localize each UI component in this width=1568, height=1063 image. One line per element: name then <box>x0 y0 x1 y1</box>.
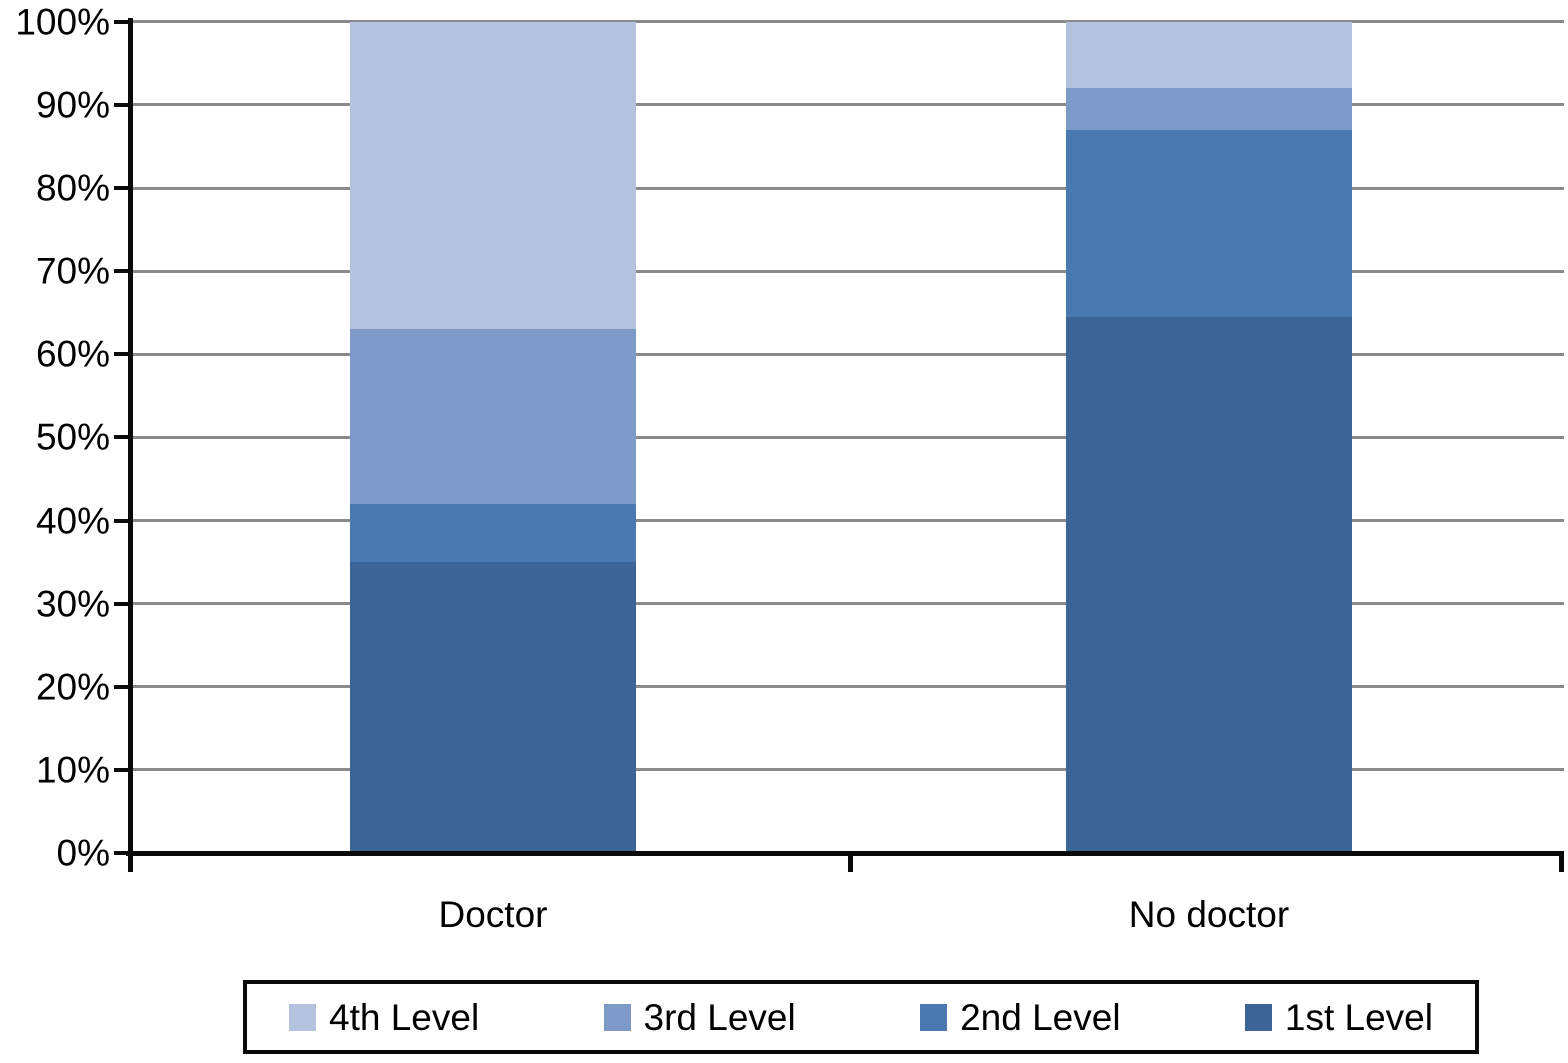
x-axis-category-label-doctor: Doctor <box>438 894 548 935</box>
bar-segment-4th-level-doctor <box>350 21 636 330</box>
plot-area: 0% 10% 20% 30% 40% 50% 60% 70% 80% 90% 100% Doctor N… <box>15 1 1564 935</box>
gridline-20% <box>133 685 1564 689</box>
y-axis-tick-label-100%: 100% <box>15 1 110 43</box>
legend-swatch-2nd-level-icon <box>920 1003 948 1031</box>
legend-label-4th-level: 4th Level <box>329 996 480 1038</box>
gridline-70% <box>133 269 1564 273</box>
y-axis-tick-label-80%: 80% <box>35 167 110 209</box>
x-axis-tick-right <box>1559 853 1564 872</box>
legend-item-3rd-level: 3rd Level <box>603 996 796 1038</box>
gridline-50% <box>133 435 1564 439</box>
y-axis-tick-label-60%: 60% <box>35 333 110 375</box>
y-axis-tick-label-0%: 0% <box>56 832 110 874</box>
bar-segment-3rd-level-doctor <box>350 329 636 504</box>
legend-label-1st-level: 1st Level <box>1284 996 1433 1038</box>
y-axis-tick-label-10%: 10% <box>35 749 110 791</box>
gridline-80% <box>133 186 1564 190</box>
gridline-100% <box>133 20 1564 24</box>
bar-segment-1st-level-no-doctor <box>1066 316 1352 853</box>
y-axis-tick-label-40%: 40% <box>35 500 110 542</box>
y-axis-tick-100% <box>114 19 133 24</box>
x-axis-line <box>126 851 1564 856</box>
y-axis-tick-80% <box>114 186 133 191</box>
y-axis-tick-90% <box>114 102 133 107</box>
bar-segment-4th-level-no-doctor <box>1066 21 1352 89</box>
legend-swatch-4th-level-icon <box>289 1003 316 1031</box>
legend-item-1st-level: 1st Level <box>1244 996 1433 1038</box>
x-axis-tick-middle <box>848 853 853 872</box>
y-axis-tick-label-50%: 50% <box>35 416 110 458</box>
legend-label-2nd-level: 2nd Level <box>960 996 1121 1038</box>
legend-swatch-3rd-level-icon <box>603 1003 631 1031</box>
y-axis-tick-50% <box>114 435 133 440</box>
y-axis-tick-20% <box>114 684 133 689</box>
gridline-30% <box>133 602 1564 606</box>
bar-segment-2nd-level-doctor <box>350 503 636 563</box>
y-axis-tick-60% <box>114 352 133 357</box>
gridline-40% <box>133 519 1564 523</box>
y-axis-line <box>128 18 133 872</box>
y-axis-tick-0% <box>114 851 133 855</box>
gridline-10% <box>133 768 1564 772</box>
bar-segment-1st-level-doctor <box>350 562 636 853</box>
bar-segment-2nd-level-no-doctor <box>1066 129 1352 317</box>
y-axis-tick-40% <box>114 518 133 523</box>
legend-item-4th-level: 4th Level <box>289 999 479 1036</box>
legend-item-2nd-level: 2nd Level <box>920 996 1121 1038</box>
legend-label-3rd-level: 3rd Level <box>643 996 796 1038</box>
x-axis-category-label-no-doctor: No doctor <box>1128 894 1290 935</box>
y-axis-tick-label-70%: 70% <box>35 250 110 292</box>
bar-segment-3rd-level-no-doctor <box>1066 88 1352 130</box>
y-axis-tick-70% <box>114 269 133 274</box>
y-axis-tick-label-20%: 20% <box>35 666 110 708</box>
gridline-60% <box>133 352 1564 356</box>
y-axis-tick-30% <box>114 601 133 606</box>
legend: 4th Level 3rd Level 2nd Level 1st Level <box>243 980 1479 1054</box>
legend-swatch-1st-level-icon <box>1244 1003 1272 1031</box>
y-axis-tick-10% <box>114 767 133 772</box>
gridline-90% <box>133 103 1564 107</box>
y-axis-tick-label-90%: 90% <box>35 84 110 126</box>
y-axis-tick-label-30%: 30% <box>35 583 110 625</box>
